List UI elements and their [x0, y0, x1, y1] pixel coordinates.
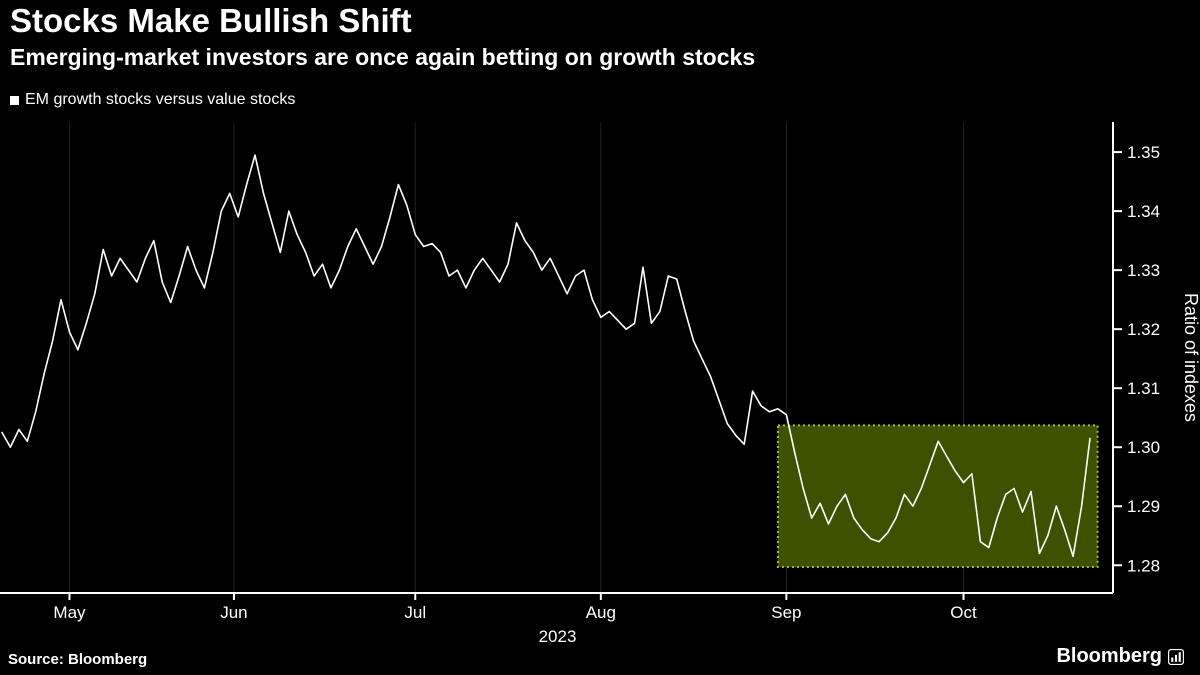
x-tick-label-oct: Oct	[950, 603, 977, 622]
x-tick-label-aug: Aug	[586, 603, 616, 622]
y-tick-label: 1.34	[1127, 202, 1160, 221]
x-axis-year-label: 2023	[539, 627, 577, 646]
chart-subtitle: Emerging-market investors are once again…	[10, 44, 756, 70]
y-axis-title: Ratio of indexes	[1181, 293, 1200, 422]
legend: EM growth stocks versus value stocks	[10, 91, 295, 109]
bloomberg-logo-icon	[1168, 648, 1184, 665]
chart-canvas: 1.28 1.29 1.30 1.31 1.32 1.33 1.34 1.35 May Jun Ju…	[0, 122, 1200, 646]
legend-label: EM growth stocks versus value stocks	[25, 91, 296, 108]
source-note: Source: Bloomberg	[8, 651, 148, 668]
highlight-region	[776, 424, 1099, 569]
series-line	[1, 154, 1091, 558]
chart-title: Stocks Make Bullish Shift	[10, 2, 412, 39]
legend-swatch-icon	[10, 95, 19, 105]
y-tick-label: 1.31	[1127, 379, 1160, 398]
y-tick-label: 1.29	[1127, 497, 1160, 516]
y-tick-label: 1.30	[1127, 438, 1160, 457]
y-tick-label: 1.33	[1127, 261, 1160, 280]
y-tick-label: 1.32	[1127, 320, 1160, 339]
bloomberg-logo: Bloomberg	[1056, 645, 1184, 668]
x-tick-label-jun: Jun	[220, 603, 247, 622]
x-tick-label-sep: Sep	[771, 603, 801, 622]
x-tick-label-jul: Jul	[404, 603, 426, 622]
bloomberg-wordmark: Bloomberg	[1056, 645, 1162, 667]
y-tick-label: 1.35	[1127, 143, 1160, 162]
y-tick-label: 1.28	[1127, 556, 1160, 575]
x-tick-label-may: May	[53, 603, 86, 622]
